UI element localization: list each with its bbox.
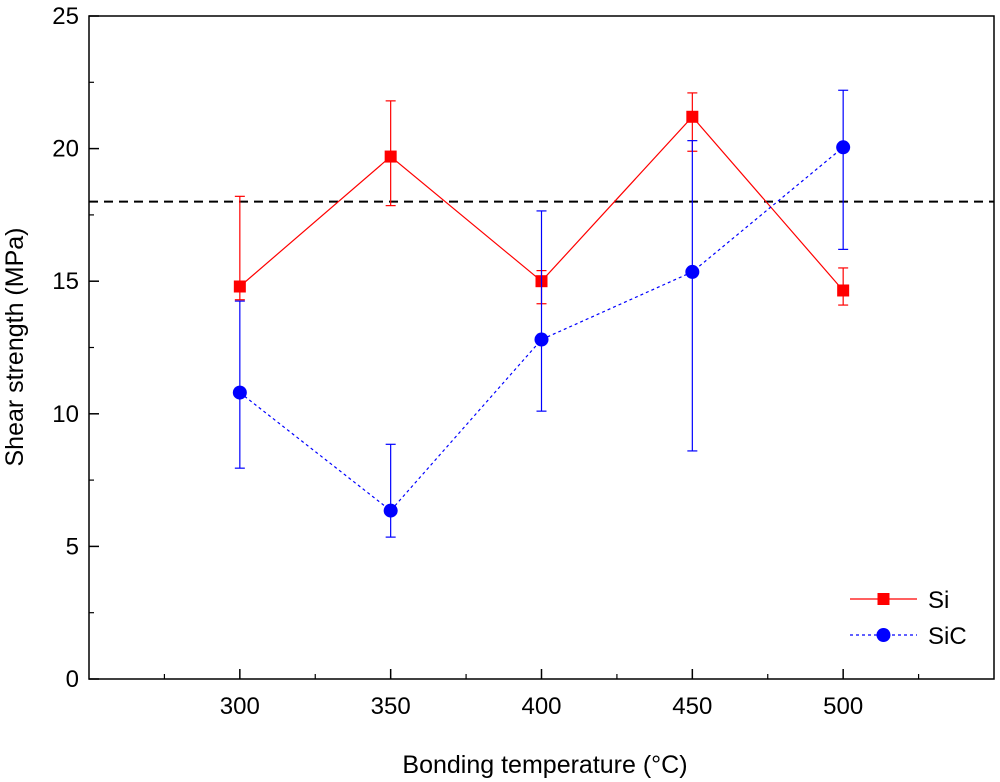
y-axis-title: Shear strength (MPa)	[1, 228, 29, 467]
y-tick-label: 5	[66, 533, 79, 560]
legend: Si SiC	[850, 587, 967, 650]
y-tick-label: 25	[52, 3, 79, 30]
series-sic	[232, 89, 851, 538]
data-point-si	[837, 284, 850, 297]
legend-label-sic: SiC	[928, 623, 967, 650]
data-point-si	[686, 110, 699, 123]
y-axis-ticks: 0 5 10 15 20 25	[52, 3, 99, 693]
y-tick-label: 10	[52, 401, 79, 428]
data-point-sic	[836, 140, 851, 155]
series-group	[232, 89, 851, 538]
x-tick-label: 500	[823, 693, 863, 720]
y-tick-label: 0	[66, 666, 79, 693]
series-si	[233, 92, 850, 306]
data-point-sic	[685, 264, 700, 279]
x-tick-label: 400	[521, 693, 561, 720]
legend-item-si: Si	[850, 587, 949, 614]
x-tick-label: 450	[672, 693, 712, 720]
data-point-sic	[383, 503, 398, 518]
x-axis-title: Bonding temperature (°C)	[402, 751, 687, 779]
data-point-sic	[232, 385, 247, 400]
legend-marker-si	[877, 593, 890, 605]
legend-marker-sic	[876, 628, 891, 642]
data-point-sic	[534, 332, 549, 347]
data-point-si	[384, 150, 397, 163]
y-tick-label: 20	[52, 136, 79, 163]
x-tick-label: 350	[371, 693, 411, 720]
x-tick-label: 300	[220, 693, 260, 720]
legend-label-si: Si	[928, 587, 949, 614]
series-line-sic	[239, 146, 844, 512]
legend-item-sic: SiC	[850, 623, 967, 650]
data-point-si	[233, 280, 246, 293]
x-axis-ticks: 300 350 400 450 500	[163, 669, 920, 720]
y-tick-label: 15	[52, 268, 79, 295]
